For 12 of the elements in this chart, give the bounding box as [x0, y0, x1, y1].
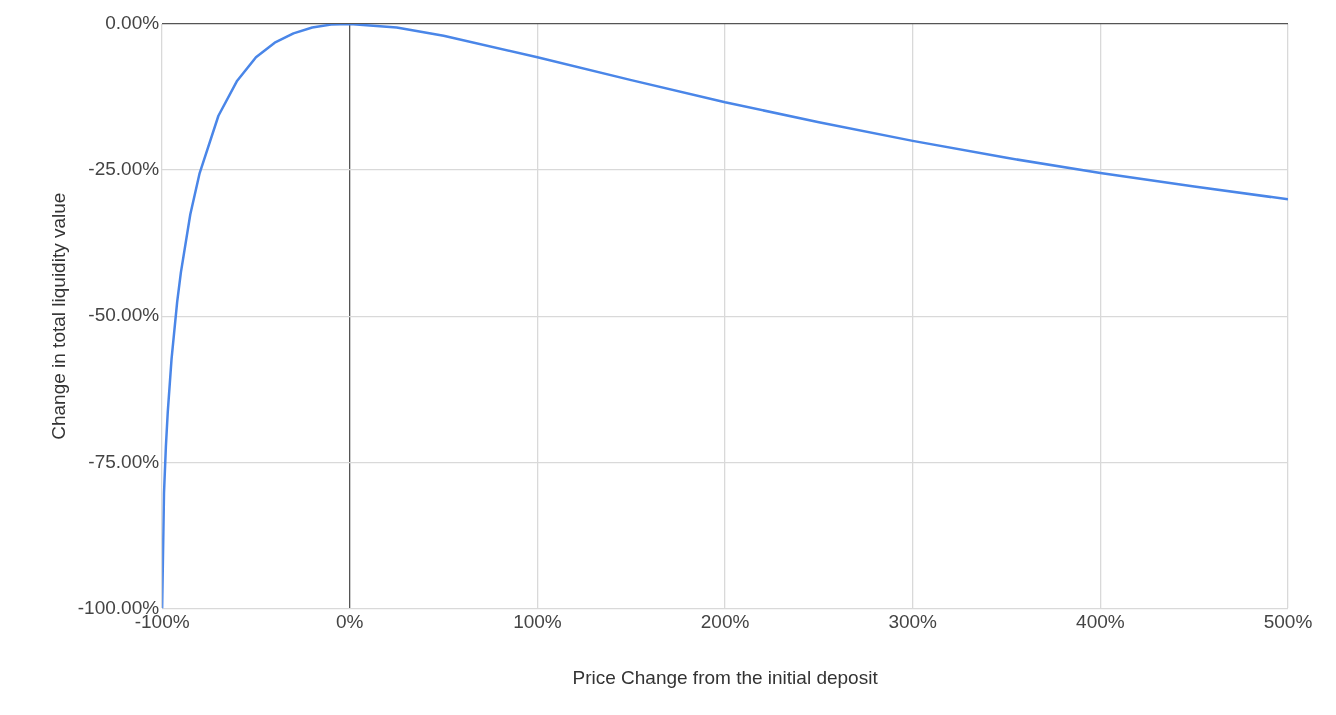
y-tick-label: 0.00%	[105, 12, 160, 34]
y-tick-label: -75.00%	[88, 450, 160, 472]
x-tick-label: 400%	[1076, 611, 1125, 633]
y-tick-label: -25.00%	[88, 158, 160, 180]
y-axis-title: Change in total liquidity value	[47, 192, 69, 440]
x-tick-label: 0%	[336, 611, 364, 633]
x-tick-label: 200%	[700, 611, 750, 633]
x-axis-title: Price Change from the initial deposit	[572, 666, 879, 688]
x-tick-label: 500%	[1263, 611, 1313, 633]
x-tick-label: 300%	[888, 611, 938, 633]
y-tick-label: -50.00%	[88, 304, 160, 326]
x-tick-label: 100%	[513, 611, 562, 633]
